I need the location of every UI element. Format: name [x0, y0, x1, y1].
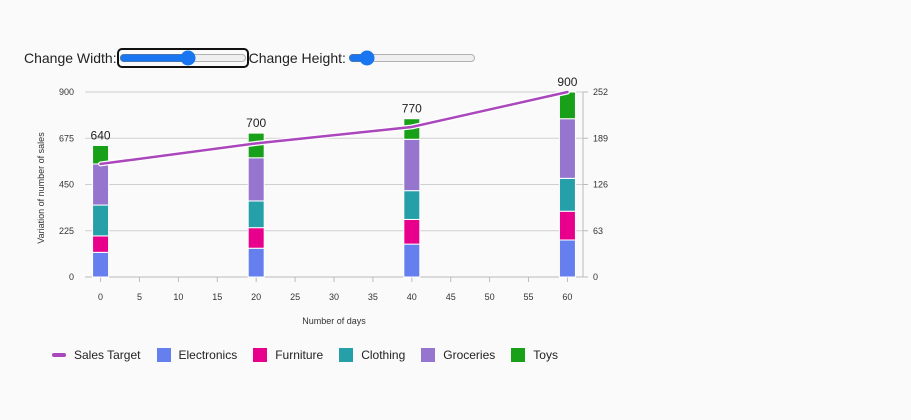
height-label: Change Height:	[248, 50, 346, 66]
bar-groceries	[247, 157, 265, 202]
bar-groceries	[558, 118, 576, 179]
size-controls: Change Width: Change Height:	[24, 48, 478, 68]
y2-tick-label: 126	[593, 180, 608, 190]
legend-item[interactable]: Groceries	[421, 348, 495, 362]
bar-electronics	[558, 239, 576, 278]
legend-label: Electronics	[178, 348, 238, 362]
x-tick-label: 35	[368, 292, 378, 302]
bar-furniture	[403, 218, 421, 245]
y-tick-label: 225	[59, 226, 74, 236]
legend-item[interactable]: Sales Target	[52, 348, 141, 362]
total-label: 770	[402, 102, 422, 116]
total-label: 640	[91, 128, 111, 142]
height-slider[interactable]	[347, 50, 476, 66]
bar-furniture	[558, 210, 576, 241]
legend-swatch	[421, 348, 436, 362]
bar-clothing	[403, 190, 421, 220]
legend-swatch	[339, 348, 354, 362]
bar-furniture	[92, 235, 110, 253]
y-tick-label: 675	[59, 133, 74, 143]
y-axis-label: Variation of number of sales	[36, 132, 46, 244]
x-tick-label: 15	[212, 292, 222, 302]
x-tick-label: 60	[562, 292, 572, 302]
bar-toys	[558, 91, 576, 120]
x-tick-label: 40	[407, 292, 417, 302]
legend-item[interactable]: Toys	[511, 348, 558, 362]
x-tick-label: 50	[485, 292, 495, 302]
legend-label: Groceries	[443, 348, 496, 362]
legend-item[interactable]: Electronics	[156, 348, 238, 362]
bar-groceries	[403, 138, 421, 192]
x-tick-label: 20	[251, 292, 261, 302]
legend-swatch	[52, 353, 66, 357]
chart-legend: Sales Target Electronics Furniture Clothing…	[52, 348, 574, 362]
bar-groceries	[92, 163, 110, 206]
x-tick-label: 0	[98, 292, 103, 302]
total-label: 700	[246, 116, 266, 130]
x-tick-label: 55	[524, 292, 534, 302]
y2-tick-label: 0	[593, 272, 598, 282]
bar-furniture	[247, 227, 265, 249]
legend-item[interactable]: Clothing	[339, 348, 405, 362]
y2-tick-label: 189	[593, 133, 608, 143]
y2-tick-label: 63	[593, 226, 603, 236]
bar-electronics	[403, 243, 421, 278]
sales-chart: 0 225 450 675 900 0 63 126 189 252 0 5 10 15 20 25 30 35 4…	[36, 75, 608, 326]
legend-item[interactable]: Furniture	[253, 348, 323, 362]
legend-swatch	[253, 348, 268, 362]
x-tick-label: 30	[329, 292, 339, 302]
legend-swatch	[511, 348, 526, 362]
y2-tick-label: 252	[593, 87, 608, 97]
bar-clothing	[247, 200, 265, 229]
width-label: Change Width:	[24, 50, 117, 66]
legend-label: Sales Target	[74, 348, 141, 362]
target-line-halo	[98, 89, 570, 167]
x-tick-label: 10	[173, 292, 183, 302]
bar-electronics	[247, 247, 265, 278]
x-axis-label: Number of days	[302, 316, 366, 326]
legend-swatch	[156, 348, 171, 362]
x-tick-label: 25	[290, 292, 300, 302]
x-tick-label: 5	[137, 292, 142, 302]
total-label: 900	[557, 75, 577, 89]
target-line	[99, 90, 569, 166]
bar-electronics	[92, 251, 110, 278]
y-tick-label: 450	[59, 180, 74, 190]
width-slider[interactable]	[116, 48, 249, 68]
y-tick-label: 900	[59, 87, 74, 97]
y-tick-label: 0	[69, 272, 74, 282]
bar-clothing	[558, 177, 576, 212]
x-tick-label: 45	[446, 292, 456, 302]
bar-clothing	[92, 204, 110, 237]
legend-label: Toys	[533, 348, 558, 362]
legend-label: Clothing	[361, 348, 406, 362]
legend-label: Furniture	[275, 348, 324, 362]
